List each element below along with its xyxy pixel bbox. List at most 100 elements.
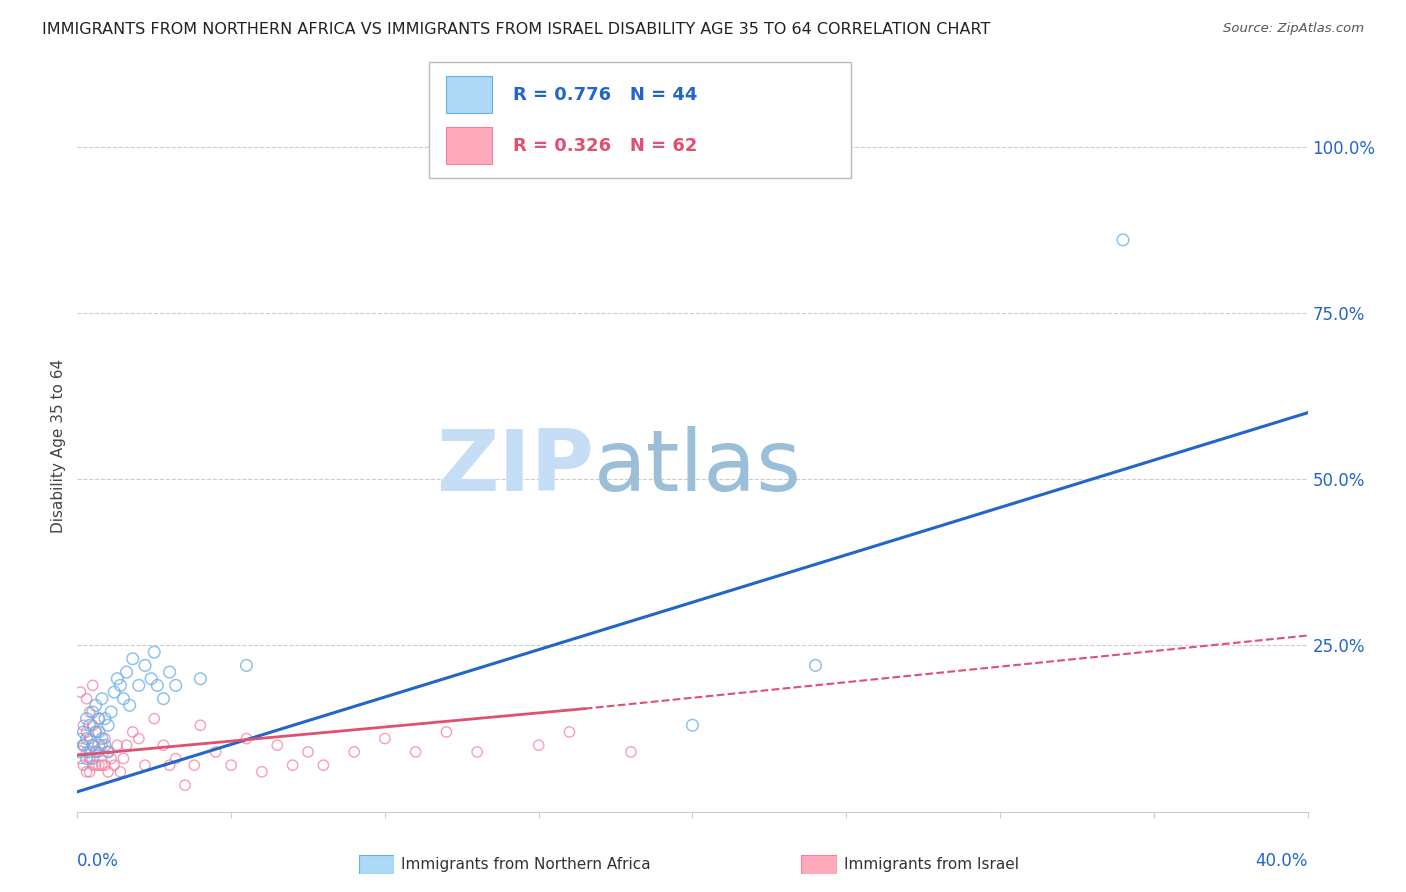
Point <box>100 751 122 765</box>
Point <box>105 738 128 752</box>
Point <box>87 725 110 739</box>
Point <box>76 691 98 706</box>
Point <box>118 698 141 713</box>
Point <box>128 678 150 692</box>
Point <box>682 718 704 732</box>
Point <box>235 658 257 673</box>
Point <box>87 712 110 726</box>
Point <box>82 738 104 752</box>
Point <box>94 758 117 772</box>
Point <box>72 725 94 739</box>
Bar <box>446 128 492 164</box>
Point <box>146 678 169 692</box>
Point <box>79 751 101 765</box>
Point <box>97 718 120 732</box>
Point <box>174 778 197 792</box>
Point <box>90 758 114 772</box>
Point <box>436 725 458 739</box>
Point <box>281 758 304 772</box>
Text: ZIP: ZIP <box>436 426 595 509</box>
Point <box>82 705 104 719</box>
Point <box>100 705 122 719</box>
Point <box>97 764 120 779</box>
Point <box>84 745 107 759</box>
Point <box>159 665 181 679</box>
Point <box>112 691 135 706</box>
Point <box>405 745 427 759</box>
Point <box>219 758 242 772</box>
Point <box>76 731 98 746</box>
Point <box>79 764 101 779</box>
Point <box>121 652 143 666</box>
Point <box>159 758 181 772</box>
Point <box>115 665 138 679</box>
Point <box>76 712 98 726</box>
Point <box>72 738 94 752</box>
Point <box>110 678 132 692</box>
Text: Immigrants from Northern Africa: Immigrants from Northern Africa <box>401 857 651 871</box>
Point <box>188 718 212 732</box>
Point <box>82 758 104 772</box>
Point <box>141 672 163 686</box>
Point <box>72 718 94 732</box>
Point <box>72 738 94 752</box>
Point <box>183 758 205 772</box>
Point <box>152 738 174 752</box>
Point <box>235 731 257 746</box>
Point <box>188 672 212 686</box>
Point <box>90 691 114 706</box>
Text: Immigrants from Israel: Immigrants from Israel <box>844 857 1018 871</box>
Point <box>87 745 110 759</box>
Point <box>79 718 101 732</box>
Point <box>165 751 187 765</box>
Point <box>69 685 91 699</box>
Point <box>90 738 114 752</box>
Point <box>558 725 581 739</box>
Point <box>105 672 128 686</box>
Point <box>84 725 107 739</box>
Text: R = 0.776   N = 44: R = 0.776 N = 44 <box>513 86 697 103</box>
Text: atlas: atlas <box>595 426 801 509</box>
Y-axis label: Disability Age 35 to 64: Disability Age 35 to 64 <box>51 359 66 533</box>
Point <box>84 725 107 739</box>
Point <box>76 751 98 765</box>
Point <box>465 745 488 759</box>
Point <box>69 745 91 759</box>
Point <box>87 738 110 752</box>
Point <box>312 758 335 772</box>
Point <box>90 731 114 746</box>
Point <box>76 764 98 779</box>
Point <box>87 758 110 772</box>
Point <box>87 712 110 726</box>
Bar <box>446 77 492 113</box>
FancyBboxPatch shape <box>429 62 851 178</box>
Point <box>374 731 396 746</box>
Point <box>69 731 91 746</box>
Point <box>804 658 827 673</box>
Point <box>84 758 107 772</box>
Point <box>620 745 643 759</box>
Point <box>84 698 107 713</box>
Point <box>134 658 156 673</box>
Point <box>134 758 156 772</box>
Point <box>143 712 166 726</box>
Point <box>103 685 125 699</box>
Point <box>79 745 101 759</box>
Point <box>1112 233 1135 247</box>
Text: 40.0%: 40.0% <box>1256 852 1308 870</box>
Point <box>94 731 117 746</box>
Point <box>343 745 366 759</box>
Point <box>250 764 273 779</box>
Point <box>79 731 101 746</box>
Point <box>297 745 319 759</box>
Point <box>103 758 125 772</box>
Point <box>152 691 174 706</box>
Point <box>82 678 104 692</box>
Point <box>97 745 120 759</box>
Point <box>94 738 117 752</box>
Point <box>76 745 98 759</box>
Point <box>128 731 150 746</box>
Text: Source: ZipAtlas.com: Source: ZipAtlas.com <box>1223 22 1364 36</box>
Point <box>84 745 107 759</box>
Point <box>115 738 138 752</box>
